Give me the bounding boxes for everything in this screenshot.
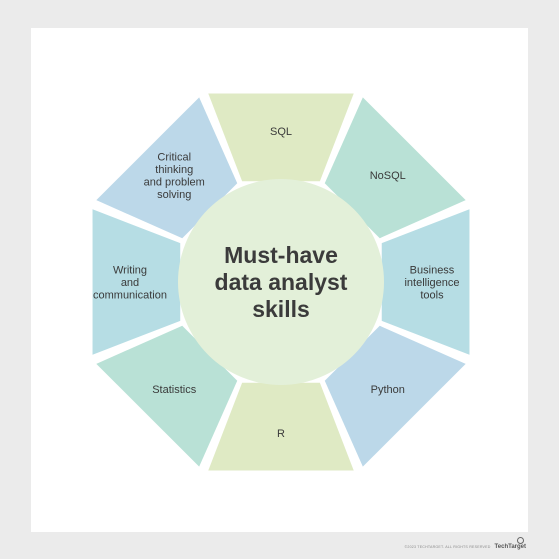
segment-label-line: intelligence: [404, 277, 459, 289]
segment-python: [324, 325, 466, 467]
segment-label-business-intelligence-tools: Business intelligence tools: [404, 265, 459, 302]
segment-label-line: R: [277, 428, 285, 440]
segment-label-nosql: NoSQL: [370, 170, 406, 182]
logo-text: TechTarget: [494, 544, 526, 550]
segment-label-line: Business: [410, 265, 455, 277]
segments-group: SQL NoSQL Business intelligence tools Python R…: [92, 93, 470, 471]
logo-mark-icon: [517, 537, 524, 544]
segment-label-line: and: [121, 277, 139, 289]
segment-label-line: NoSQL: [370, 170, 406, 182]
segment-label-python: Python: [371, 384, 405, 396]
center-circle: [178, 179, 384, 385]
center-title-line: skills: [252, 296, 310, 322]
segment-statistics: [96, 325, 238, 467]
segment-r: [208, 382, 354, 471]
segment-nosql: [324, 97, 466, 239]
segment-label-line: SQL: [270, 126, 292, 138]
techtarget-logo: TechTarget: [494, 537, 526, 550]
segment-label-sql: SQL: [270, 126, 292, 138]
segment-label-line: Statistics: [152, 384, 197, 396]
center-title-line: Must-have: [224, 242, 338, 268]
segment-label-line: tools: [420, 290, 444, 302]
segment-writing-and-communication: [92, 209, 181, 355]
segment-business-intelligence-tools: [381, 209, 470, 355]
segment-label-r: R: [277, 428, 285, 440]
segment-label-line: communication: [93, 290, 167, 302]
center-title: Must-have data analyst skills: [215, 242, 348, 322]
segment-sql: [208, 93, 354, 182]
segment-label-writing-and-communication: Writing and communication: [93, 265, 167, 302]
center-title-line: data analyst: [215, 269, 348, 295]
segment-label-line: Critical: [157, 151, 191, 163]
segment-label-line: solving: [157, 189, 191, 201]
segment-label-statistics: Statistics: [152, 384, 197, 396]
segment-label-line: Python: [371, 384, 405, 396]
segment-label-line: Writing: [113, 265, 147, 277]
segment-label-line: thinking: [155, 164, 193, 176]
copyright-text: ©2023 TECHTARGET. ALL RIGHTS RESERVED: [404, 545, 491, 549]
segment-critical-thinking-and-problem-solving: [96, 97, 238, 239]
segment-label-line: and problem: [144, 176, 205, 188]
footer: ©2023 TECHTARGET. ALL RIGHTS RESERVED Te…: [404, 537, 526, 550]
segment-label-critical-thinking-and-problem-solving: Critical thinking and problem solving: [144, 151, 205, 201]
